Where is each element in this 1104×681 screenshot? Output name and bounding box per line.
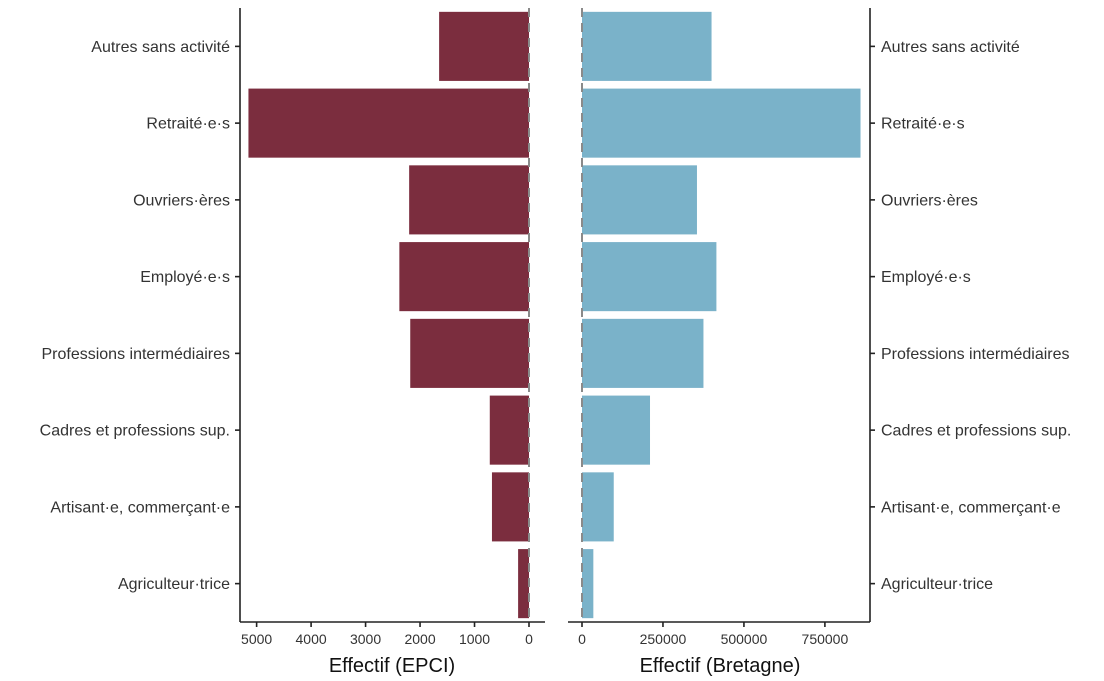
x-tick-label-left: 4000 [296, 631, 327, 647]
category-label-right: Employé·e·s [881, 269, 971, 286]
category-label-left: Professions intermédiaires [41, 346, 230, 363]
x-tick-label-right: 250000 [640, 631, 687, 647]
category-label-right: Agriculteur·trice [881, 576, 993, 593]
category-label-left: Agriculteur·trice [118, 576, 230, 593]
category-label-right: Retraité·e·s [881, 116, 965, 133]
bretagne-panel: Autres sans activité Retraité·e·s Ouvriers… [568, 8, 1071, 647]
category-label-right: Professions intermédiaires [881, 346, 1070, 363]
category-label-left: Cadres et professions sup. [40, 423, 230, 440]
category-label-right: Autres sans activité [881, 39, 1020, 56]
bar-bretagne [582, 165, 697, 235]
category-label-right: Ouvriers·ères [881, 192, 978, 209]
category-label-right: Cadres et professions sup. [881, 423, 1071, 440]
x-tick-label-left: 1000 [459, 631, 490, 647]
category-label-left: Retraité·e·s [146, 116, 230, 133]
bar-bretagne [582, 549, 594, 619]
x-tick-label-right: 750000 [802, 631, 849, 647]
x-tick-label-left: 0 [525, 631, 533, 647]
bar-bretagne [582, 242, 717, 312]
category-label-left: Artisant·e, commerçant·e [50, 499, 230, 516]
bar-bretagne [582, 11, 712, 81]
category-label-right: Artisant·e, commerçant·e [881, 499, 1061, 516]
x-tick-label-left: 3000 [350, 631, 381, 647]
x-tick-label-right: 500000 [721, 631, 768, 647]
bar-epci [399, 242, 529, 312]
bar-epci [410, 318, 529, 388]
category-label-left: Autres sans activité [91, 39, 230, 56]
bar-bretagne [582, 395, 651, 465]
x-axis-title-bretagne: Effectif (Bretagne) [640, 655, 801, 677]
category-label-left: Ouvriers·ères [133, 192, 230, 209]
bar-epci [518, 549, 529, 619]
bar-epci [409, 165, 529, 235]
x-tick-label-right: 0 [578, 631, 586, 647]
bar-bretagne [582, 472, 614, 542]
bar-epci [489, 395, 529, 465]
epci-panel: Autres sans activité Retraité·e·s Ouvriers… [40, 8, 545, 647]
category-label-left: Employé·e·s [140, 269, 230, 286]
bar-epci [491, 472, 529, 542]
bar-epci [439, 11, 529, 81]
bar-bretagne [582, 88, 861, 158]
x-axis-title-epci: Effectif (EPCI) [329, 655, 455, 677]
x-tick-label-left: 2000 [404, 631, 435, 647]
bar-bretagne [582, 318, 704, 388]
x-tick-label-left: 5000 [241, 631, 272, 647]
bar-epci [248, 88, 529, 158]
